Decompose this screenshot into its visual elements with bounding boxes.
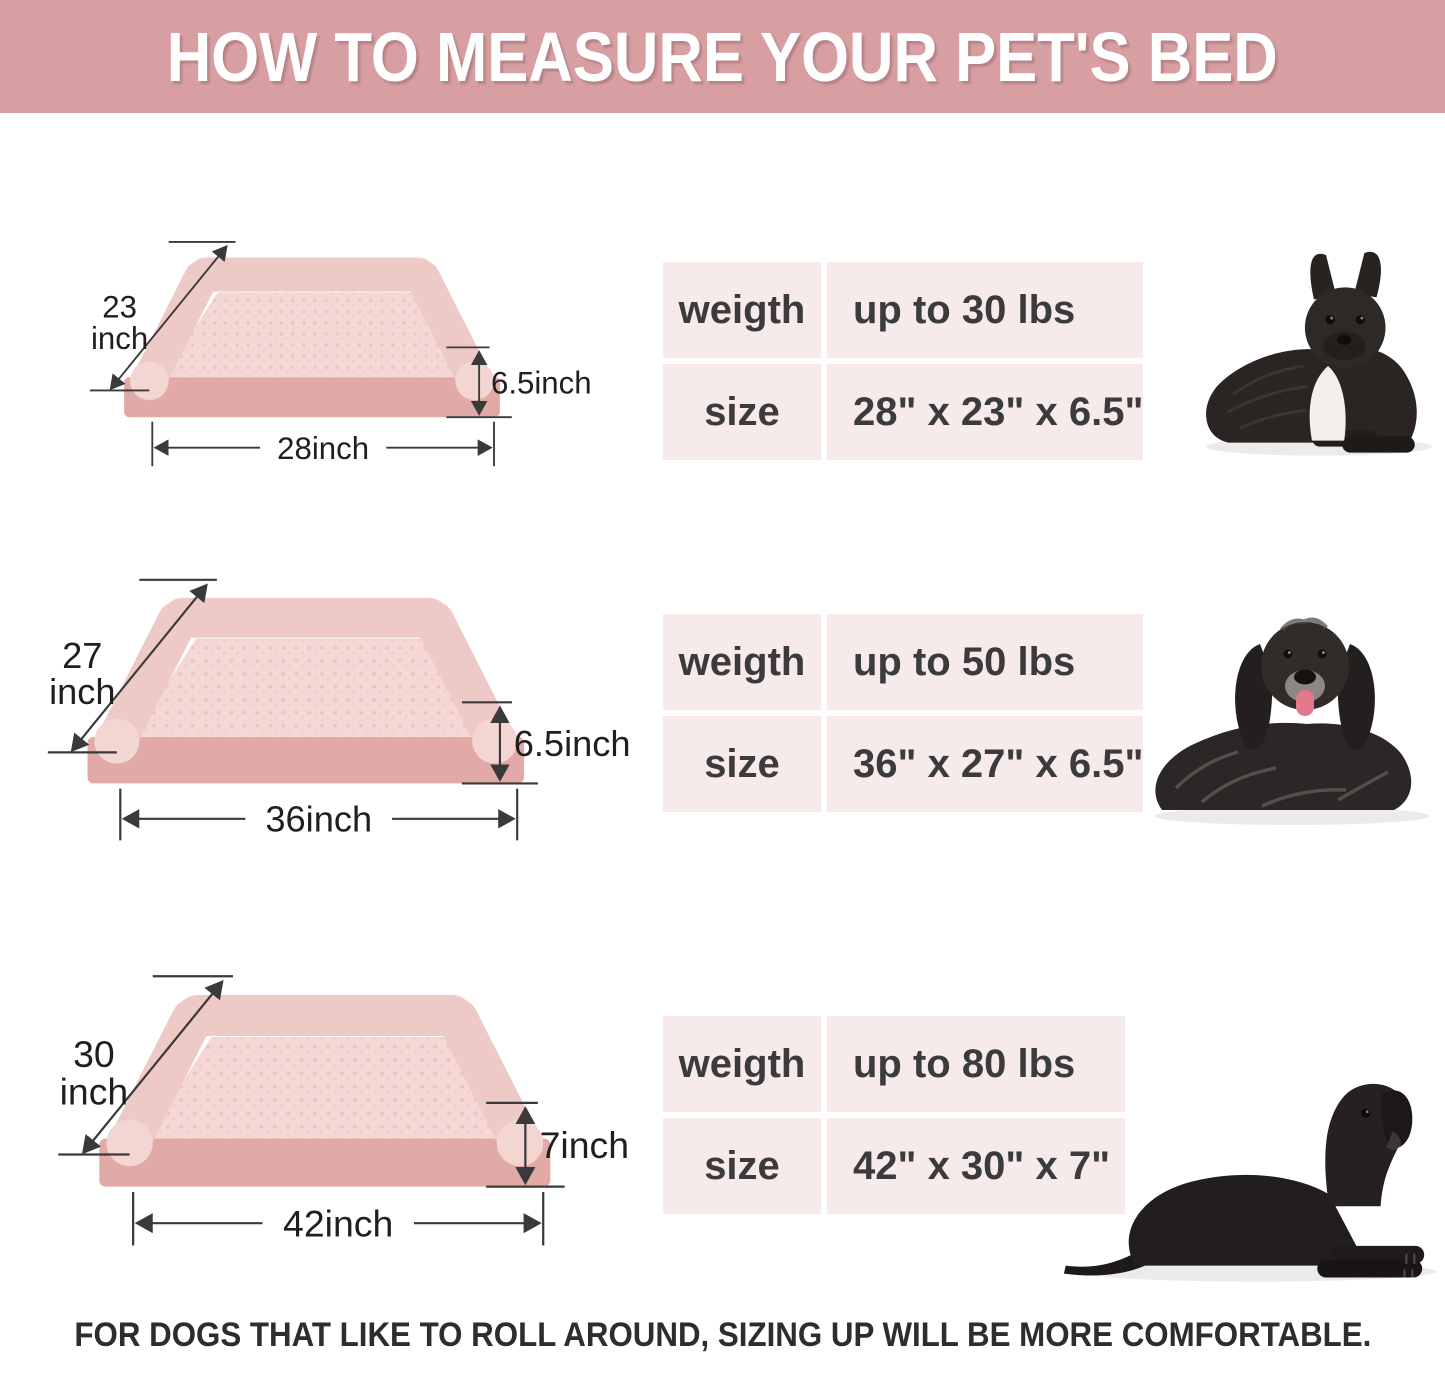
header-banner: HOW TO MEASURE YOUR PET'S BED [0,0,1445,113]
depth-value-label: 23 [102,290,137,325]
depth-unit-label: inch [49,671,115,712]
size-label: size [663,1118,821,1214]
weight-value: up to 50 lbs [827,614,1144,710]
height-dimension-arrow: 6.5inch [446,346,592,419]
french-bulldog-svg [1206,251,1432,456]
bed-diagram-small: 23 inch 28inch 6.5inch [78,230,598,483]
depth-unit-label: inch [91,321,148,356]
cocker-spaniel-svg [1154,617,1430,825]
size-label: size [663,364,821,460]
width-label: 36inch [265,799,372,840]
weight-value: up to 80 lbs [827,1016,1125,1112]
height-label: 7inch [540,1124,629,1166]
size-spec-table-medium: weigth up to 50 lbs size 36" x 27" x 6.5… [663,614,1144,812]
footer: FOR DOGS THAT LIKE TO ROLL AROUND, SIZIN… [0,1316,1445,1355]
footer-note: FOR DOGS THAT LIKE TO ROLL AROUND, SIZIN… [74,1316,1371,1354]
width-label: 42inch [283,1203,393,1245]
black-labrador-svg [1063,1083,1437,1282]
width-dimension-arrow: 36inch [119,788,519,841]
size-spec-table-large: weigth up to 80 lbs size 42" x 30" x 7" [663,1016,1125,1214]
height-dimension-arrow: 7inch [486,1101,629,1188]
french-bulldog-image [1193,243,1445,460]
page-title: HOW TO MEASURE YOUR PET'S BED [166,17,1279,96]
weight-label: weigth [663,614,821,710]
height-label: 6.5inch [491,365,592,400]
bed-illustration [124,257,500,418]
depth-unit-label: inch [60,1071,129,1113]
weight-value: up to 30 lbs [827,262,1144,358]
black-labrador-image [1048,1036,1444,1284]
height-dimension-arrow: 6.5inch [461,701,631,785]
cocker-spaniel-image [1142,592,1442,827]
size-spec-table-small: weigth up to 30 lbs size 28" x 23" x 6.5… [663,262,1144,460]
bed-diagram-large-svg: 30 inch 42inch 7inch [58,975,629,1246]
size-value: 42" x 30" x 7" [827,1118,1125,1214]
weight-label: weigth [663,262,821,358]
bed-diagram-medium-svg: 27 inch 36inch 6.5inch [47,578,631,841]
depth-dimension-arrow: 27 inch [47,578,217,754]
depth-dimension-arrow: 30 inch [58,975,233,1156]
bed-diagram-medium: 27 inch 36inch 6.5inch [34,566,638,859]
size-label: size [663,716,821,812]
bed-illustration [87,597,525,784]
width-label: 28inch [277,431,369,466]
bed-illustration [99,994,551,1187]
depth-value-label: 27 [62,635,102,676]
width-dimension-arrow: 42inch [132,1191,545,1246]
size-value: 28" x 23" x 6.5" [827,364,1144,460]
size-value: 36" x 27" x 6.5" [827,716,1144,812]
depth-value-label: 30 [73,1033,115,1075]
width-dimension-arrow: 28inch [151,421,495,467]
depth-dimension-arrow: 23 inch [89,240,236,392]
height-label: 6.5inch [514,723,631,764]
bed-diagram-large: 30 inch 42inch 7inch [44,962,668,1265]
bed-diagram-small-svg: 23 inch 28inch 6.5inch [89,240,592,467]
weight-label: weigth [663,1016,821,1112]
